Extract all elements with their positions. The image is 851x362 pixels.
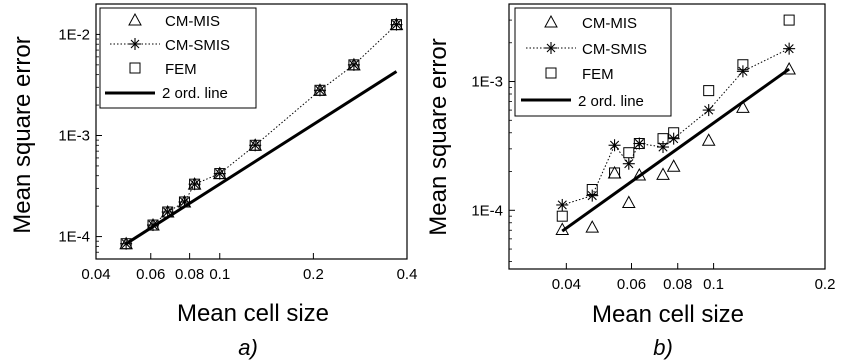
data-point-square xyxy=(623,147,635,159)
data-point-asterisk xyxy=(736,65,749,78)
data-point-square xyxy=(120,238,132,250)
series-line-dotted xyxy=(562,48,790,206)
x-axis-title: Mean cell size xyxy=(592,301,744,328)
legend-label: FEM xyxy=(582,66,614,83)
data-point-asterisk xyxy=(390,18,403,31)
data-point-triangle xyxy=(782,62,796,75)
plot-frame xyxy=(95,3,408,260)
y-tick-label: 1E-4 xyxy=(471,202,503,219)
legend-marker-asterisk xyxy=(129,38,141,50)
data-point-square xyxy=(314,84,326,96)
legend-marker-square xyxy=(129,62,141,74)
x-tick-label: 0.04 xyxy=(81,266,110,283)
data-point-asterisk xyxy=(657,141,670,154)
plot-frame xyxy=(508,3,826,270)
data-point-asterisk xyxy=(667,132,680,145)
panel-b: 0.04 0.06 0.08 0.1 0.2 1E-4 1E-3 Mean square e… xyxy=(425,3,836,360)
legend-label: 2 ord. line xyxy=(578,93,644,110)
data-point-triangle xyxy=(736,100,750,113)
data-point-square xyxy=(586,184,598,196)
panel-label: b) xyxy=(653,335,673,360)
data-point-square xyxy=(633,138,645,150)
series-line-dotted xyxy=(125,24,397,245)
x-tick-label: 0.06 xyxy=(617,276,646,293)
reference-line xyxy=(125,70,398,245)
data-point-square xyxy=(348,59,360,71)
x-tick-label: 0.04 xyxy=(552,276,581,293)
data-point-square xyxy=(737,59,749,71)
data-point-asterisk xyxy=(608,139,621,152)
data-point-asterisk xyxy=(213,167,226,180)
data-point-square xyxy=(189,178,201,190)
data-point-square xyxy=(390,19,402,31)
data-point-square xyxy=(668,127,680,139)
legend: CM-MIS CM-SMIS FEM 2 ord. line xyxy=(514,7,672,117)
y-tick-label: 1E-2 xyxy=(58,26,90,43)
legend-label: CM-SMIS xyxy=(582,41,647,58)
x-tick-label: 0.08 xyxy=(663,276,692,293)
data-point-square xyxy=(703,85,715,97)
x-tick-label: 0.2 xyxy=(815,276,836,293)
x-tick-label: 0.06 xyxy=(136,266,165,283)
x-tick-label: 0.2 xyxy=(303,266,324,283)
panel-label: a) xyxy=(238,335,258,360)
x-axis-title: Mean cell size xyxy=(177,300,329,327)
data-point-asterisk xyxy=(783,42,796,55)
legend-label: CM-MIS xyxy=(165,13,220,30)
x-tick-label: 0.1 xyxy=(209,266,230,283)
reference-line xyxy=(561,67,791,233)
legend-marker-triangle xyxy=(128,12,142,26)
legend-marker-asterisk xyxy=(545,42,557,54)
data-point-triangle xyxy=(585,220,600,233)
data-point-asterisk xyxy=(249,139,262,152)
data-point-asterisk xyxy=(347,58,360,71)
legend-marker-triangle xyxy=(544,14,558,28)
data-point-square xyxy=(214,168,226,180)
data-point-asterisk xyxy=(556,198,569,211)
legend-label: CM-SMIS xyxy=(165,37,230,54)
data-point-square xyxy=(783,14,795,26)
data-point-triangle xyxy=(666,159,681,172)
legend-label: FEM xyxy=(165,61,197,78)
legend-label: 2 ord. line xyxy=(162,85,228,102)
data-point-square xyxy=(556,210,568,222)
x-tick-label: 0.4 xyxy=(397,266,418,283)
data-point-triangle xyxy=(656,167,670,180)
y-tick-label: 1E-3 xyxy=(471,74,503,91)
data-point-asterisk xyxy=(313,84,326,97)
data-point-asterisk xyxy=(622,157,635,170)
data-point-square xyxy=(657,133,669,145)
y-tick-label: 1E-3 xyxy=(58,128,90,145)
y-axis-title: Mean square error xyxy=(425,38,452,235)
data-point-asterisk xyxy=(633,137,646,150)
panel-a: 0.04 0.06 0.08 0.1 0.2 0.4 1E-4 1E-3 1E-2 Mean s… xyxy=(9,3,418,360)
legend-label: CM-MIS xyxy=(582,15,637,32)
data-point-triangle xyxy=(621,195,636,208)
data-point-asterisk xyxy=(702,104,715,117)
legend-marker-square xyxy=(545,67,557,79)
data-point-asterisk xyxy=(188,178,201,191)
legend-box xyxy=(99,7,257,109)
legend-box xyxy=(514,7,672,117)
data-point-square xyxy=(609,167,621,179)
data-point-triangle xyxy=(607,165,622,179)
y-tick-label: 1E-4 xyxy=(58,229,90,246)
data-point-triangle xyxy=(701,133,716,146)
legend: CM-MIS CM-SMIS FEM 2 ord. line xyxy=(99,7,257,109)
data-point-asterisk xyxy=(586,189,599,202)
x-tick-label: 0.1 xyxy=(703,276,724,293)
data-point-square xyxy=(249,139,261,151)
y-axis-title: Mean square error xyxy=(9,36,36,233)
x-tick-label: 0.08 xyxy=(175,266,204,283)
